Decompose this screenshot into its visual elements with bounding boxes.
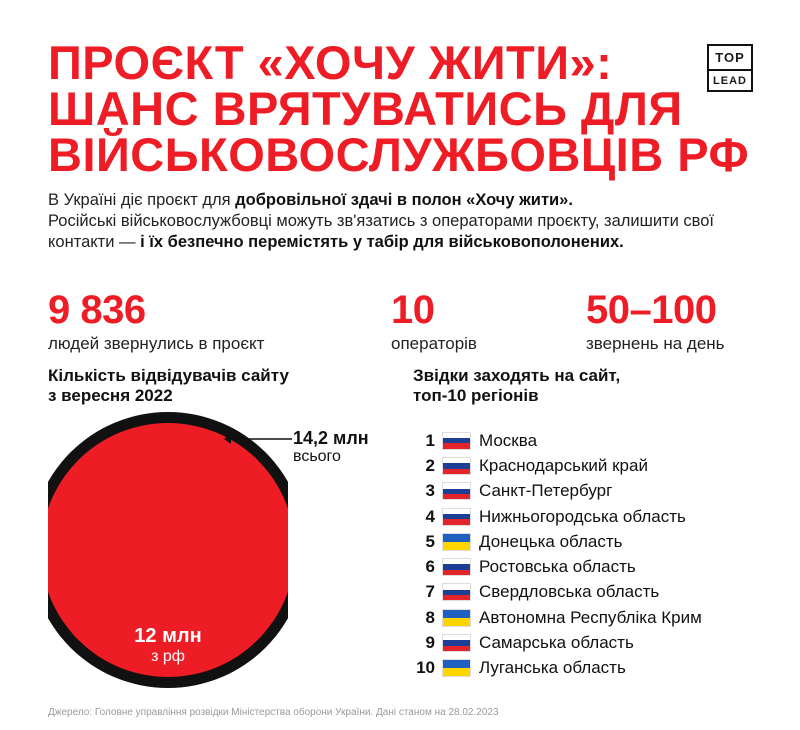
region-rank: 7 bbox=[425, 582, 435, 602]
title-line: ПРОЄКТ «ХОЧУ ЖИТИ»: bbox=[48, 36, 613, 89]
title-line: ШАНС ВРЯТУВАТИСЬ ДЛЯ bbox=[48, 82, 683, 135]
stat-value: 50–100 bbox=[586, 288, 717, 332]
region-name: Краснодарський край bbox=[479, 455, 648, 475]
region-name: Ростовська область bbox=[479, 557, 636, 577]
russia-flag-icon bbox=[443, 559, 470, 576]
russia-annotation: 12 млн з рф bbox=[108, 625, 228, 667]
region-name: Нижньогородська область bbox=[479, 506, 686, 526]
russia-flag-icon bbox=[443, 483, 470, 500]
region-item: 9 Самарська область bbox=[413, 630, 702, 655]
region-name: Санкт-Петербург bbox=[479, 481, 613, 501]
stat-per-day: 50–100 звернень на день bbox=[586, 290, 725, 354]
russia-flag-icon bbox=[443, 508, 470, 525]
region-item: 10 Луганська область bbox=[413, 656, 702, 681]
logo-top-text: TOP bbox=[715, 50, 745, 65]
stat-operators: 10 операторів bbox=[391, 290, 477, 354]
intro-bold-text: добровільної здачі в полон «Хочу жити». bbox=[235, 191, 573, 209]
region-name: Луганська область bbox=[479, 658, 626, 678]
region-rank: 1 bbox=[425, 430, 435, 450]
top-lead-logo: TOP LEAD bbox=[707, 44, 753, 92]
regions-heading: Звідки заходять на сайт, топ-10 регіонів bbox=[413, 366, 621, 405]
region-rank: 9 bbox=[425, 633, 435, 653]
region-item: 5 Донецька область bbox=[413, 529, 702, 554]
russia-flag-icon bbox=[443, 457, 470, 474]
stat-value: 10 bbox=[391, 288, 435, 332]
russia-value: 12 млн bbox=[134, 625, 202, 647]
region-item: 2 Краснодарський край bbox=[413, 453, 702, 478]
russia-label: з рф bbox=[151, 648, 185, 665]
region-name: Донецька область bbox=[479, 531, 623, 551]
region-rank: 6 bbox=[425, 557, 435, 577]
regions-list: 1 Москва 2 Краснодарський край 3 Санкт-Петерб… bbox=[413, 428, 702, 681]
region-name: Свердловська область bbox=[479, 582, 660, 602]
region-rank: 3 bbox=[425, 481, 435, 501]
annotation-arrow bbox=[224, 434, 292, 444]
visitors-circle-chart bbox=[48, 412, 288, 688]
ukraine-flag-icon bbox=[443, 660, 470, 677]
total-value: 14,2 млн bbox=[293, 428, 369, 448]
page-title: ПРОЄКТ «ХОЧУ ЖИТИ»: ШАНС ВРЯТУВАТИСЬ ДЛЯ… bbox=[48, 36, 750, 181]
region-item: 1 Москва bbox=[413, 428, 702, 453]
stat-value: 9 836 bbox=[48, 288, 146, 332]
intro-text: Російські військовослужбовці можуть зв'я… bbox=[48, 212, 714, 251]
region-rank: 4 bbox=[425, 506, 435, 526]
logo-divider bbox=[709, 69, 751, 71]
total-label: всього bbox=[293, 448, 341, 465]
region-name: Москва bbox=[479, 430, 538, 450]
source-note: Джерело: Головне управління розвідки Мін… bbox=[48, 707, 499, 718]
logo-bottom-text: LEAD bbox=[713, 75, 747, 87]
region-item: 3 Санкт-Петербург bbox=[413, 479, 702, 504]
stat-label: людей звернулись в проєкт bbox=[48, 334, 265, 353]
russia-visitors-circle bbox=[48, 423, 288, 677]
region-item: 7 Свердловська область bbox=[413, 580, 702, 605]
russia-flag-icon bbox=[443, 432, 470, 449]
region-item: 6 Ростовська область bbox=[413, 554, 702, 579]
intro-text: В Україні діє проєкт для bbox=[48, 191, 236, 209]
intro-paragraph: В Україні діє проєкт для добровільної зд… bbox=[48, 190, 748, 253]
stat-label: операторів bbox=[391, 334, 477, 353]
region-name: Автономна Республіка Крим bbox=[479, 607, 702, 627]
stat-appeals: 9 836 людей звернулись в проєкт bbox=[48, 290, 264, 354]
visitors-heading: Кількість відвідувачів сайту з вересня 2… bbox=[48, 366, 289, 405]
total-annotation: 14,2 млн всього bbox=[293, 428, 369, 466]
region-rank: 8 bbox=[425, 607, 435, 627]
russia-flag-icon bbox=[443, 584, 470, 601]
region-rank: 2 bbox=[425, 455, 435, 475]
region-name: Самарська область bbox=[479, 633, 634, 653]
region-rank: 10 bbox=[416, 658, 435, 678]
region-item: 4 Нижньогородська область bbox=[413, 504, 702, 529]
intro-bold-text: і їх безпечно перемістять у табір для ві… bbox=[140, 233, 624, 251]
ukraine-flag-icon bbox=[443, 533, 470, 550]
region-rank: 5 bbox=[425, 531, 435, 551]
stat-label: звернень на день bbox=[586, 334, 725, 353]
russia-flag-icon bbox=[443, 635, 470, 651]
title-line: ВІЙСЬКОВОСЛУЖБОВЦІВ РФ bbox=[48, 128, 750, 181]
ukraine-flag-icon bbox=[443, 609, 470, 626]
region-item: 8 Автономна Республіка Крим bbox=[413, 605, 702, 630]
